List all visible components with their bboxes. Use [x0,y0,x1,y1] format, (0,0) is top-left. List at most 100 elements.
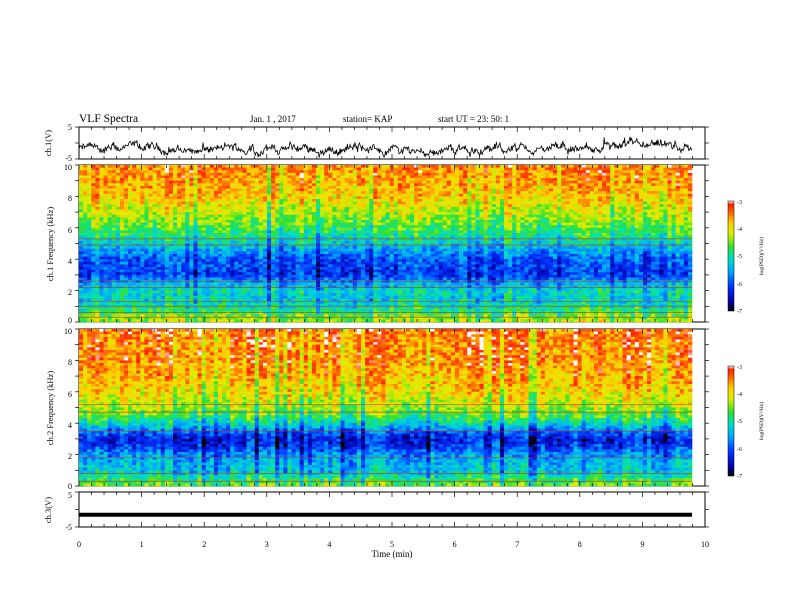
spectrogram-cell [389,248,394,252]
spectrogram-cell [356,240,362,244]
spectrogram-cell [606,212,611,216]
spectrogram-cell [119,206,125,210]
spectrogram-cell [422,180,427,184]
spectrogram-cell [557,188,562,192]
spectrogram-cell [475,167,480,171]
spectrogram-cell [598,246,603,250]
spectrogram-cell [389,219,394,223]
spectrogram-cell [144,240,149,244]
spectrogram-cell [197,206,202,210]
spectrogram-cell [262,212,268,216]
spectrogram-cell [262,246,268,250]
spectrogram-cell [634,238,640,242]
spectrogram-cell [634,183,640,187]
spectrogram-cell [205,167,211,171]
spectrogram-cell [352,172,358,176]
spectrogram-cell [512,188,517,192]
spectrogram-cell [177,238,182,242]
spectrogram-cell [459,214,464,218]
spectrogram-cell [593,206,599,210]
spectrogram-cell [438,191,444,195]
spectrogram-cell [401,227,407,231]
spectrogram-cell [352,227,358,231]
spectrogram-cell [234,180,239,184]
spectrogram-cell [311,227,317,231]
spectrogram-cell [430,209,435,213]
spectrogram-cell [201,219,206,223]
spectrogram-cell [377,196,382,200]
spectrogram-cell [79,175,84,179]
spectrogram-cell [393,217,399,221]
spectrogram-cell [332,233,337,236]
spectrogram-cell [426,227,431,231]
spectrogram-cell [508,204,513,208]
spectrogram-cell [279,212,284,216]
spectrogram-cell [209,217,215,221]
spectrogram-cell [307,233,313,236]
spectrogram-cell [148,178,153,181]
spectrogram-cell [103,170,108,174]
spectrogram-cell [373,212,378,216]
spectrogram-cell [397,165,403,168]
spectrogram-cell [91,206,96,210]
spectrogram-cell [377,175,382,179]
spectrogram-cell [430,170,435,174]
spectrogram-cell [230,214,235,218]
spectrogram-cell [217,212,223,216]
spectrogram-cell [132,172,137,176]
spectrogram-cell [581,240,587,244]
spectrogram-cell [266,240,272,244]
spectrogram-cell [561,183,566,187]
spectrogram-cell [348,248,354,252]
spectrogram-cell [491,214,497,218]
spectrogram-cell [651,209,656,213]
spectrogram-cell [397,170,403,174]
spectrogram-cell [671,188,676,192]
spectrogram-cell [520,204,525,208]
spectrogram-cell [667,204,672,208]
spectrogram-cell [495,212,501,216]
spectrogram-cell [459,240,464,244]
spectrogram-cell [348,188,354,192]
spectrogram-cell [103,238,108,242]
spectrogram-cell [610,175,615,179]
spectrogram-cell [246,217,251,221]
spectrogram-cell [148,238,153,242]
spectrogram-cell [614,227,619,231]
spectrogram-cell [536,225,542,229]
spectrogram-cell [659,246,664,250]
spectrogram-cell [238,219,243,223]
spectrogram-cell [291,180,296,184]
spectrogram-cell [344,193,350,197]
spectrogram-cell [348,225,354,229]
spectrogram-cell [491,201,497,205]
spectrogram-cell [463,238,468,242]
spectrogram-cell [336,185,341,189]
spectrogram-cell [544,214,550,218]
spectrogram-cell [675,165,681,168]
spectrogram-cell [213,201,219,205]
spectrogram-cell [193,188,198,192]
spectrogram-cell [222,233,227,236]
spectrogram-cell [283,183,288,187]
spectrogram-cell [389,240,394,244]
spectrogram-cell [140,235,145,239]
spectrogram-cell [565,196,570,200]
spectrogram-cell [373,175,378,179]
spectrogram-cell [589,230,595,234]
spectrogram-cell [438,183,444,187]
spectrogram-cell [360,217,366,221]
spectrogram-cell [140,183,145,187]
spectrogram-cell [324,170,329,174]
spectrogram-cell [561,175,566,179]
spectrogram-cell [422,199,427,202]
spectrogram-cell [226,167,231,171]
spectrogram-cell [405,206,411,210]
spectrogram-cell [181,175,186,179]
spectrogram-cell [307,240,313,244]
spectrogram-cell [606,196,611,200]
spectrogram-cell [365,230,370,234]
spectrogram-cell [226,219,231,223]
spectrogram-cell [687,196,693,200]
spectrogram-cell [683,178,689,181]
